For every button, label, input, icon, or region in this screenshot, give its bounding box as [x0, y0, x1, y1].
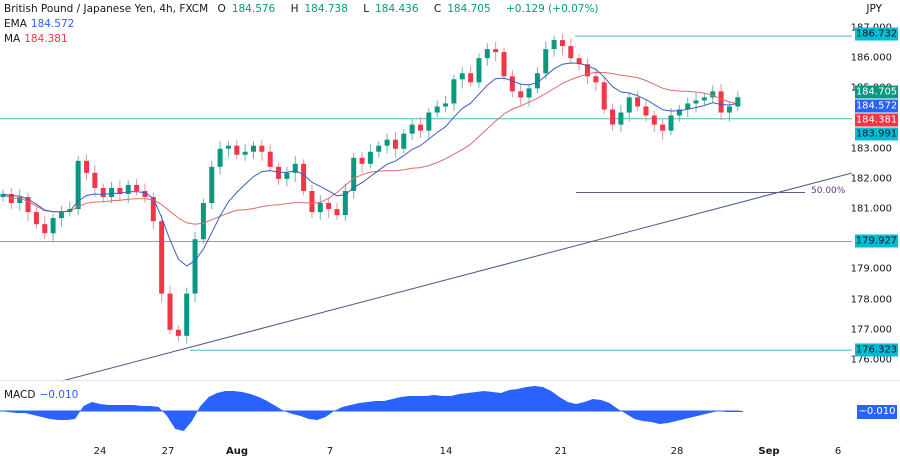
- price-tick: 181.000: [850, 203, 892, 215]
- time-tick: 28: [670, 446, 684, 457]
- time-axis[interactable]: 24 27 Aug 7 14 21 28 Sep 6: [0, 446, 852, 462]
- last-price-price-tag: 184.705: [855, 85, 898, 99]
- ema-value: 184.572: [30, 18, 75, 30]
- high-value: 184.738: [304, 3, 348, 15]
- candles: [0, 34, 741, 344]
- price-tick: 176.000: [850, 354, 892, 366]
- price-tick: 177.000: [850, 324, 892, 336]
- macd-value: −0.010: [39, 389, 79, 401]
- time-tick: 21: [554, 446, 568, 457]
- close-value: 184.705: [447, 3, 491, 15]
- time-tick: Sep: [758, 446, 780, 457]
- macd-area: [0, 386, 744, 431]
- ema-price-tag: 184.572: [855, 99, 898, 113]
- ema-legend[interactable]: EMA 184.572: [4, 18, 75, 30]
- time-tick: 6: [834, 446, 842, 457]
- ma-value: 184.381: [24, 33, 68, 45]
- price-tick: 182.000: [850, 173, 892, 185]
- change-value: +0.129 (+0.07%): [505, 3, 599, 15]
- price-axis[interactable]: 187.000186.000185.000183.000182.000181.0…: [850, 0, 900, 380]
- price-tick: 178.000: [850, 294, 892, 306]
- macd-legend[interactable]: MACD −0.010: [4, 389, 79, 401]
- level-price-tag: 183.991: [855, 127, 898, 141]
- price-tick: 179.000: [850, 263, 892, 275]
- ma-line: [2, 71, 738, 225]
- time-tick: 27: [161, 446, 175, 457]
- open-value: 184.576: [231, 3, 276, 15]
- horizontal-levels: [0, 35, 852, 351]
- time-tick: 14: [439, 446, 453, 457]
- fib-50-label: 50.00%: [811, 186, 846, 196]
- pane-separator: [0, 380, 900, 381]
- currency-label: JPY: [866, 3, 882, 15]
- ma-price-tag: 184.381: [855, 113, 898, 127]
- level-price-tag: 186.732: [855, 27, 898, 41]
- price-chart[interactable]: [0, 0, 852, 446]
- time-tick: Aug: [225, 446, 249, 457]
- trendline: [61, 172, 852, 382]
- ema-line: [2, 62, 738, 267]
- chart-legend: British Pound / Japanese Yen, 4h, FXCM O…: [4, 2, 605, 47]
- symbol-title[interactable]: British Pound / Japanese Yen, 4h, FXCM: [4, 3, 209, 15]
- price-tick: 186.000: [850, 52, 892, 64]
- low-value: 184.436: [375, 3, 419, 15]
- time-tick: 24: [93, 446, 107, 457]
- level-price-tag: 179.927: [855, 234, 898, 248]
- macd-price-tag: −0.010: [857, 405, 897, 419]
- level-price-tag: 176.323: [855, 343, 898, 357]
- time-tick: 7: [326, 446, 334, 457]
- price-tick: 183.000: [850, 143, 892, 155]
- ma-legend[interactable]: MA 184.381: [4, 33, 68, 45]
